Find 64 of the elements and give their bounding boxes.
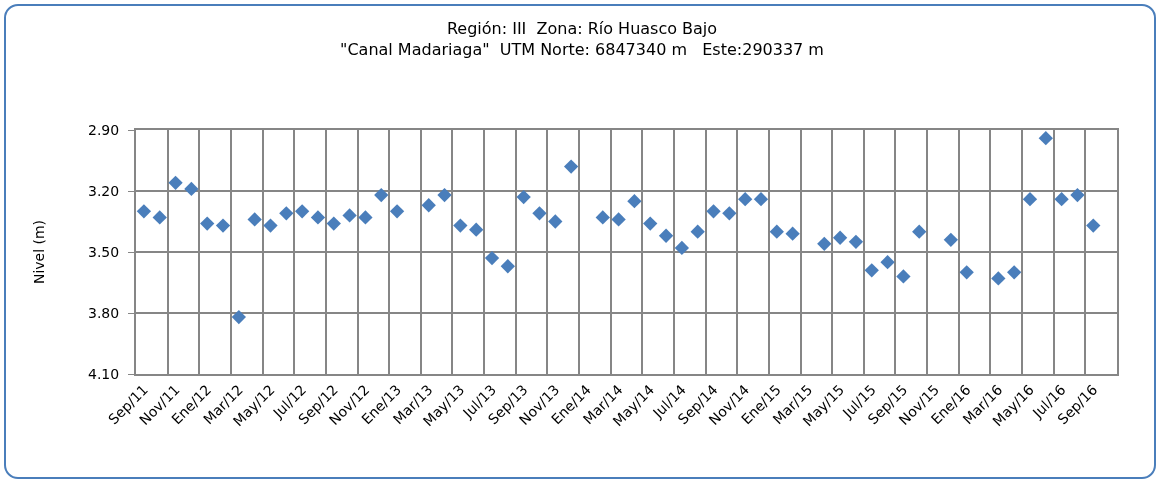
point xyxy=(247,212,262,227)
point xyxy=(832,230,848,245)
point xyxy=(785,226,800,241)
point xyxy=(200,216,215,231)
point xyxy=(674,240,690,256)
point xyxy=(215,218,231,233)
point xyxy=(279,206,294,221)
point xyxy=(184,181,199,197)
point xyxy=(342,208,357,223)
point xyxy=(1070,187,1085,203)
y-axis-title: Nivel (m) xyxy=(31,219,48,285)
point xyxy=(563,159,579,174)
point xyxy=(548,214,563,229)
point xyxy=(1054,191,1069,207)
point xyxy=(864,263,879,278)
point xyxy=(231,309,246,325)
point xyxy=(880,255,895,270)
point xyxy=(817,236,832,252)
point xyxy=(738,191,753,207)
chart-subtitle: "Canal Madariaga" UTM Norte: 6847340 m Este:290337 m xyxy=(340,39,824,59)
y-tick-label: 3.50 xyxy=(88,243,120,260)
point xyxy=(358,210,373,225)
point xyxy=(374,187,389,203)
point xyxy=(516,189,531,205)
point xyxy=(1007,265,1022,280)
point xyxy=(943,232,959,247)
point xyxy=(1086,218,1101,233)
point xyxy=(627,194,642,209)
point xyxy=(912,224,927,239)
point xyxy=(484,250,500,266)
point xyxy=(453,218,468,233)
point xyxy=(500,259,515,274)
point xyxy=(1022,191,1038,207)
point xyxy=(658,228,674,243)
point xyxy=(152,210,167,225)
point xyxy=(690,224,705,239)
point xyxy=(310,210,326,225)
point xyxy=(848,234,864,249)
point xyxy=(753,191,769,207)
point xyxy=(168,175,183,191)
point xyxy=(991,271,1006,286)
point xyxy=(706,204,721,219)
y-tick-label: 3.80 xyxy=(88,304,120,321)
y-tick-label: 4.10 xyxy=(88,365,120,382)
point xyxy=(769,224,784,239)
point xyxy=(326,216,341,231)
point xyxy=(389,204,405,219)
y-tick-label: 3.20 xyxy=(88,182,120,199)
point xyxy=(896,269,911,284)
point xyxy=(611,212,626,227)
point xyxy=(643,216,658,231)
point xyxy=(532,206,547,221)
point xyxy=(437,187,452,203)
point xyxy=(595,210,610,225)
point xyxy=(469,222,484,237)
y-tick-label: 2.90 xyxy=(88,121,120,138)
point xyxy=(136,204,152,219)
point xyxy=(959,265,974,280)
point xyxy=(722,206,737,221)
point xyxy=(1038,130,1053,146)
point xyxy=(294,204,310,219)
point xyxy=(263,218,278,233)
point xyxy=(421,198,436,213)
chart-title: Región: III Zona: Río Huasco Bajo xyxy=(446,19,718,39)
